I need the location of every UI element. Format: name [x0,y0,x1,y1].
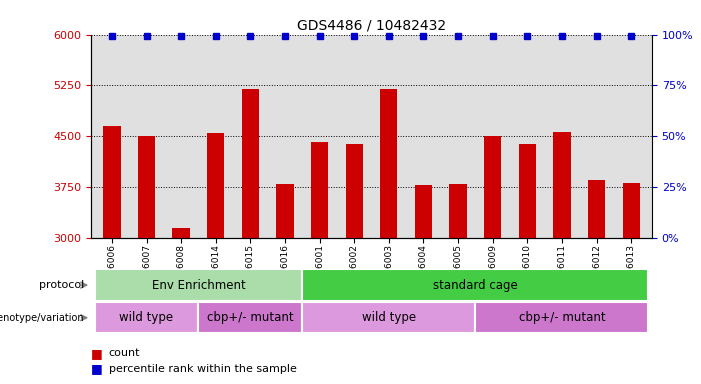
Text: ■: ■ [91,362,103,375]
Bar [302,270,648,301]
Text: standard cage: standard cage [433,279,518,291]
Bar [553,132,571,238]
Text: percentile rank within the sample: percentile rank within the sample [109,364,297,374]
Text: count: count [109,348,140,358]
Bar [346,144,363,238]
Bar [311,142,328,238]
Bar [622,183,640,238]
Bar [95,302,198,333]
Bar [588,180,605,238]
Bar [484,136,501,238]
Text: cbp+/- mutant: cbp+/- mutant [519,311,605,324]
Text: cbp+/- mutant: cbp+/- mutant [207,311,294,324]
Bar [302,302,475,333]
Bar [198,302,302,333]
Text: genotype/variation: genotype/variation [0,313,84,323]
Title: GDS4486 / 10482432: GDS4486 / 10482432 [297,18,446,32]
Text: wild type: wild type [362,311,416,324]
Bar [138,136,155,238]
Text: Env Enrichment: Env Enrichment [151,279,245,291]
Bar [415,185,432,238]
Bar [449,184,467,238]
Bar [242,89,259,238]
Text: wild type: wild type [119,311,174,324]
Bar [95,270,302,301]
Bar [380,89,397,238]
Bar [475,302,648,333]
Bar [519,144,536,238]
Bar [103,126,121,238]
Text: ■: ■ [91,347,103,360]
Bar [207,133,224,238]
Bar [172,228,190,238]
Text: protocol: protocol [39,280,84,290]
Bar [276,184,294,238]
